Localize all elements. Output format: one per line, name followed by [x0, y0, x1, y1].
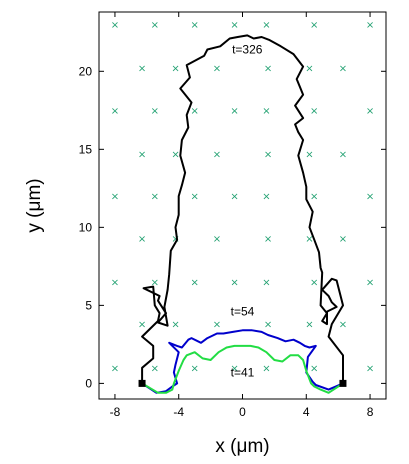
lattice-point: × — [310, 106, 318, 117]
lattice-point: × — [151, 192, 159, 203]
lattice-point: × — [339, 150, 347, 161]
lattice-point: × — [366, 192, 374, 203]
x-tick-label: 0 — [239, 405, 246, 419]
endpoint-marker — [339, 379, 347, 387]
lattice-point: × — [171, 150, 179, 161]
lattice-point: × — [230, 192, 238, 203]
x-tick-label: -8 — [110, 405, 121, 419]
lattice-point: × — [339, 234, 347, 245]
lattice-point: × — [339, 320, 347, 331]
lattice-point: × — [111, 192, 119, 203]
lattice-point: × — [151, 277, 159, 288]
lattice-point: × — [111, 363, 119, 374]
lattice-point: × — [151, 363, 159, 374]
lattice-point: × — [230, 277, 238, 288]
lattice-point: × — [264, 234, 272, 245]
lattice-point: × — [151, 106, 159, 117]
series-label: t=54 — [231, 305, 255, 319]
lattice-point: × — [262, 192, 270, 203]
series-label: t=41 — [231, 365, 255, 379]
lattice-point: × — [366, 277, 374, 288]
lattice-point: × — [264, 320, 272, 331]
lattice-point: × — [213, 234, 221, 245]
lattice-point: × — [310, 277, 318, 288]
series-curves: t=326 t=54 t=41 — [141, 34, 344, 394]
x-tick-label: -4 — [173, 405, 184, 419]
lattice-point: × — [111, 277, 119, 288]
lattice-point: × — [213, 320, 221, 331]
lattice-point: × — [138, 150, 146, 161]
lattice-point: × — [366, 20, 374, 31]
lattice-point: × — [151, 20, 159, 31]
y-tick-label: 5 — [85, 298, 92, 312]
lattice-points: × × × × × × × × × × × × × × × × × × × × × × × × × × × × × × × × × × × × × × × ×… — [111, 20, 375, 374]
x-tick-label: 4 — [303, 405, 310, 419]
lattice-point: × — [264, 64, 272, 75]
lattice-point: × — [171, 234, 179, 245]
lattice-point: × — [190, 106, 198, 117]
lattice-point: × — [171, 64, 179, 75]
lattice-point: × — [111, 106, 119, 117]
lattice-point: × — [310, 20, 318, 31]
lattice-point: × — [190, 363, 198, 374]
lattice-point: × — [339, 64, 347, 75]
lattice-point: × — [366, 363, 374, 374]
y-tick-label: 15 — [79, 142, 93, 156]
lattice-point: × — [138, 64, 146, 75]
endpoint-markers — [138, 379, 347, 387]
lattice-point: × — [230, 106, 238, 117]
lattice-point: × — [310, 192, 318, 203]
lattice-point: × — [305, 234, 313, 245]
x-tick-label: 8 — [367, 405, 374, 419]
lattice-point: × — [366, 106, 374, 117]
lattice-point: × — [213, 150, 221, 161]
lattice-point: × — [190, 192, 198, 203]
series-line-t-326 — [141, 34, 344, 385]
lattice-point: × — [262, 363, 270, 374]
y-tick-label: 0 — [85, 376, 92, 390]
lattice-point: × — [305, 64, 313, 75]
lattice-point: × — [190, 20, 198, 31]
lattice-point: × — [305, 150, 313, 161]
lattice-point: × — [138, 320, 146, 331]
axis-ticks: -8 -4 0 4 8 0 5 10 15 20 — [79, 12, 386, 419]
series-line-t-41 — [141, 344, 344, 394]
y-tick-label: 20 — [79, 64, 93, 78]
lattice-point: × — [264, 150, 272, 161]
lattice-point: × — [262, 106, 270, 117]
lattice-point: × — [305, 320, 313, 331]
endpoint-marker — [138, 379, 146, 387]
series-label: t=326 — [232, 42, 263, 56]
lattice-point: × — [262, 277, 270, 288]
y-axis-label: y (μm) — [24, 178, 45, 232]
lattice-point: × — [262, 20, 270, 31]
lattice-point: × — [190, 277, 198, 288]
lattice-point: × — [213, 64, 221, 75]
series-line-t-54 — [141, 329, 344, 394]
lattice-point: × — [111, 20, 119, 31]
lattice-point: × — [138, 234, 146, 245]
x-axis-label: x (μm) — [215, 436, 269, 457]
lattice-point: × — [310, 363, 318, 374]
lattice-point: × — [171, 320, 179, 331]
lattice-point: × — [230, 363, 238, 374]
y-tick-label: 10 — [79, 220, 93, 234]
lattice-point: × — [230, 20, 238, 31]
